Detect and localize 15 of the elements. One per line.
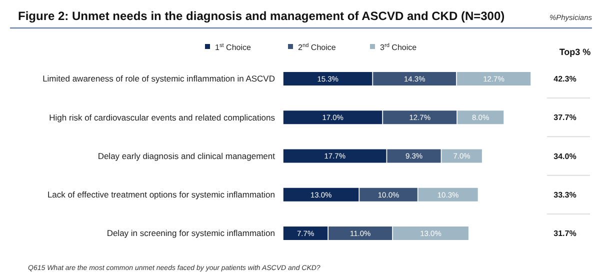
text: 42.3% bbox=[554, 74, 576, 84]
text: 34.0% bbox=[554, 152, 576, 161]
text: 37.7% bbox=[554, 113, 576, 122]
y-tick-label: Limited awareness of role of systemic inflammation in ASCVD bbox=[42, 74, 275, 84]
text: Top3 % bbox=[559, 47, 591, 57]
y-tick-label: Delay early diagnosis and clinical management bbox=[98, 150, 276, 161]
legend-label: 2$^{nd}$ Choice bbox=[298, 42, 336, 52]
legend-label: 3$^{rd}$ Choice bbox=[380, 42, 418, 52]
text: 31.7% bbox=[554, 229, 576, 238]
y-tick-label: High risk of cardiovascular events and related complications bbox=[49, 112, 275, 122]
text: 33.3% bbox=[554, 190, 576, 200]
legend-label: 1$^{st}$ Choice bbox=[215, 43, 252, 52]
y-tick-label: Delay in screening for systemic inflammation bbox=[106, 228, 276, 238]
y-tick-label: Lack of effective treatment options for systemic inflammation bbox=[47, 190, 276, 200]
chart-title: Figure 2: Unmet needs in the diagnosis and management of ASCVD and CKD (N=300) bbox=[18, 9, 505, 23]
